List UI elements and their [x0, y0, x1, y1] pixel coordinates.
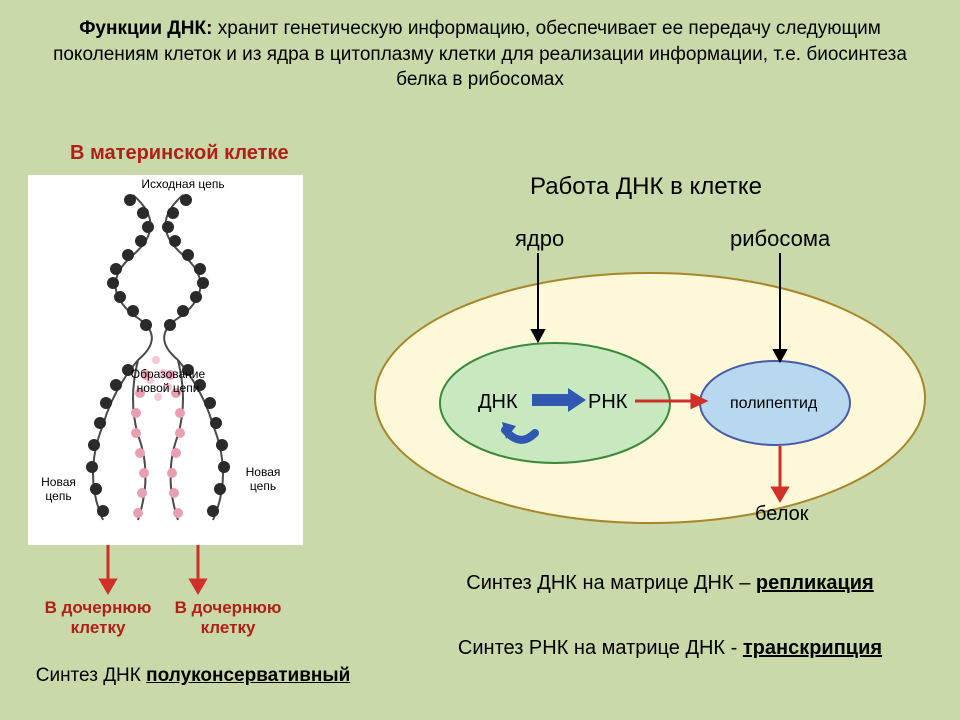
svg-text:белок: белок — [755, 503, 809, 525]
daughter-right: В дочернюю клетку — [168, 598, 288, 639]
synth-semiconservative: Синтез ДНК полуконсервативный — [28, 665, 358, 687]
nucleus-label: ядро — [515, 226, 564, 251]
cell-title: Работа ДНК в клетке — [530, 173, 762, 201]
dna-replication-figure: Исходная цепь Образование новой цепи Нов… — [28, 175, 303, 545]
header-text: Функции ДНК: хранит генетическую информа… — [0, 0, 960, 101]
fig-left-new: Новая цепь — [36, 475, 81, 503]
ribosome-label: рибосома — [730, 226, 831, 251]
cell-diagram: ядро рибосома ДНК РНК полипептид белок — [360, 208, 940, 538]
fig-mid-label: Образование новой цепи — [128, 367, 208, 395]
fig-right-new: Новая цепь — [238, 465, 288, 493]
transcription-text: Синтез РНК на матрице ДНК - транскрипция — [420, 635, 920, 662]
daughter-left: В дочернюю клетку — [38, 598, 158, 639]
replication-text: Синтез ДНК на матрице ДНК – репликация — [420, 570, 920, 597]
mother-cell-label: В материнской клетке — [70, 142, 289, 165]
svg-text:полипептид: полипептид — [730, 395, 818, 412]
fig-top-label: Исходная цепь — [128, 177, 238, 191]
svg-text:ДНК: ДНК — [478, 391, 518, 413]
svg-text:РНК: РНК — [588, 391, 628, 413]
down-arrows — [28, 540, 303, 595]
